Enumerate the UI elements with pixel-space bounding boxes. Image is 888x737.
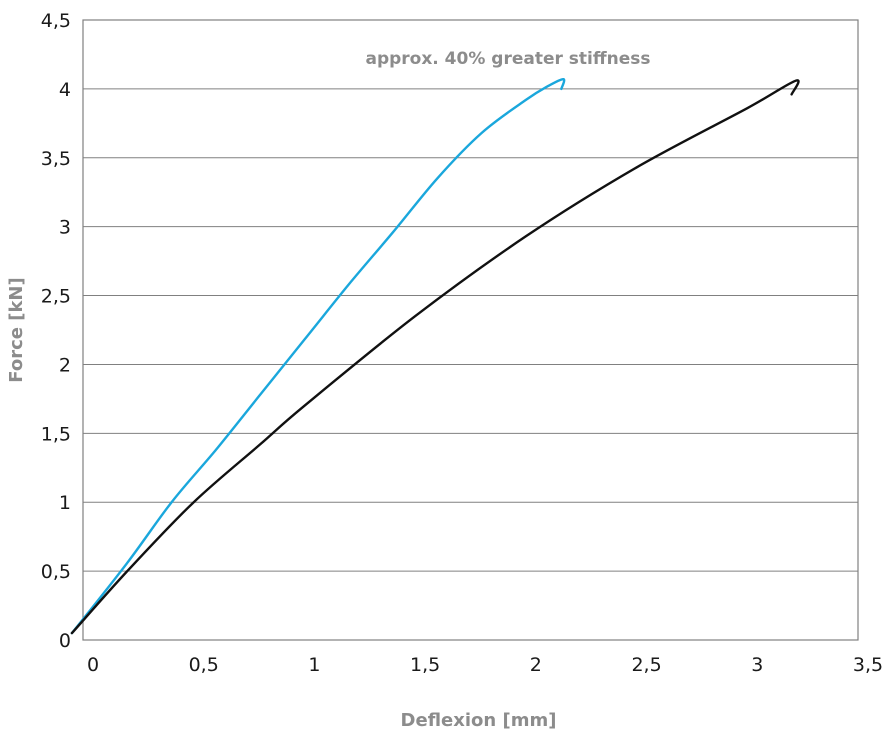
x-tick-label: 1 [308, 654, 320, 676]
y-tick-label: 4 [59, 79, 71, 101]
y-tick-labels: 0 0,5 1 1,5 2 2,5 3 3,5 4 4,5 [41, 10, 71, 652]
series-line-2 [72, 80, 799, 633]
x-tick-label: 3,5 [853, 654, 883, 676]
x-tick-label: 0,5 [189, 654, 219, 676]
x-tick-label: 2,5 [631, 654, 661, 676]
y-tick-label: 0 [59, 630, 71, 652]
x-tick-label: 2 [530, 654, 542, 676]
y-tick-label: 2 [59, 354, 71, 376]
plot-frame [83, 20, 858, 640]
y-tick-label: 1 [59, 492, 71, 514]
y-tick-label: 0,5 [41, 561, 71, 583]
x-tick-labels: 0 0,5 1 1,5 2 2,5 3 3,5 [87, 654, 883, 676]
x-tick-label: 3 [751, 654, 763, 676]
y-tick-label: 3 [59, 217, 71, 239]
y-tick-label: 4,5 [41, 10, 71, 32]
y-tick-label: 3,5 [41, 148, 71, 170]
x-axis-title: Deflexion [mm] [401, 710, 557, 731]
y-tick-label: 1,5 [41, 423, 71, 445]
series-layer [72, 79, 799, 633]
x-tick-label: 0 [87, 654, 99, 676]
annotation-label: approx. 40% greater stiffness [365, 49, 650, 69]
y-axis-title: Force [kN] [6, 277, 27, 382]
grid-layer [83, 20, 858, 640]
y-tick-label: 2,5 [41, 286, 71, 308]
x-tick-label: 1,5 [410, 654, 440, 676]
